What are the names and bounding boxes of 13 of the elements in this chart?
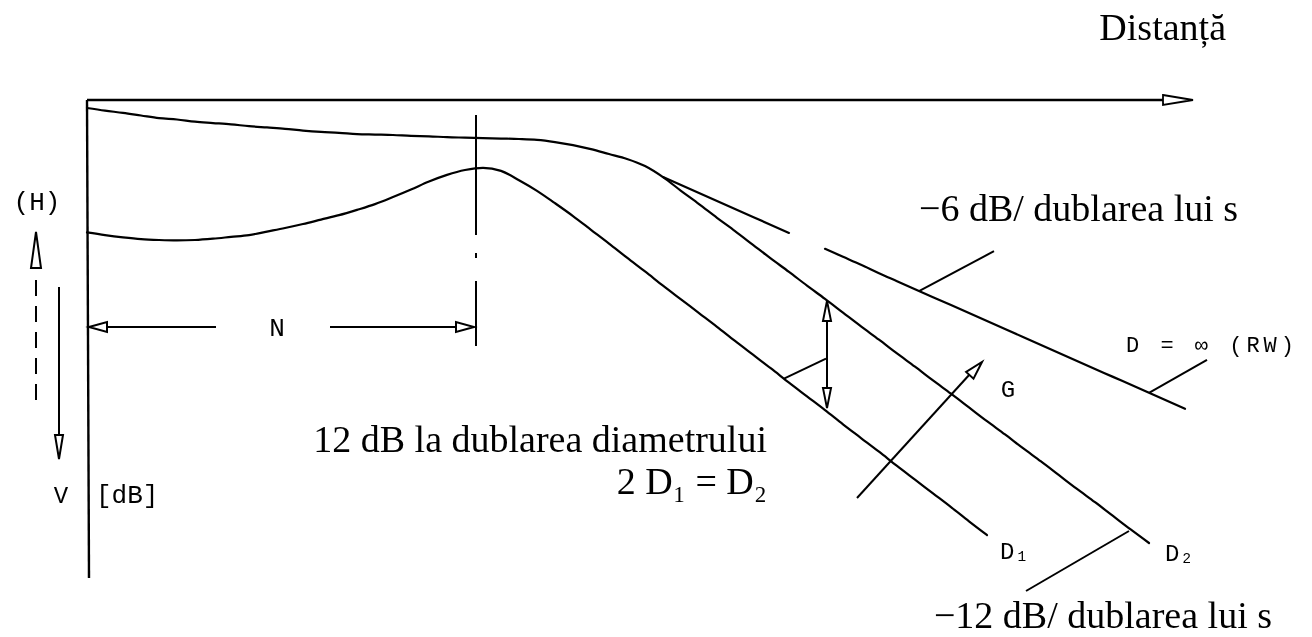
series-label: D₂ bbox=[1165, 541, 1194, 568]
annotation: −6 dB/ dublarea lui s bbox=[919, 187, 1239, 229]
annotation: 2 D₁ = D₂ bbox=[616, 460, 767, 502]
series-label: D₁ bbox=[1000, 539, 1029, 567]
annotation: 12 dB la dublarea diametrului bbox=[313, 418, 767, 460]
annotation: N bbox=[269, 314, 285, 344]
annotation: [dB] bbox=[96, 481, 159, 511]
text: V bbox=[53, 483, 69, 510]
text: −12 dB/ dublarea lui s bbox=[933, 594, 1272, 636]
x-axis-title: Distanță bbox=[1099, 6, 1227, 48]
annotation: G bbox=[1000, 377, 1016, 404]
text: (H) bbox=[13, 188, 61, 218]
series-label: D = ∞ (RW) bbox=[1126, 333, 1299, 359]
